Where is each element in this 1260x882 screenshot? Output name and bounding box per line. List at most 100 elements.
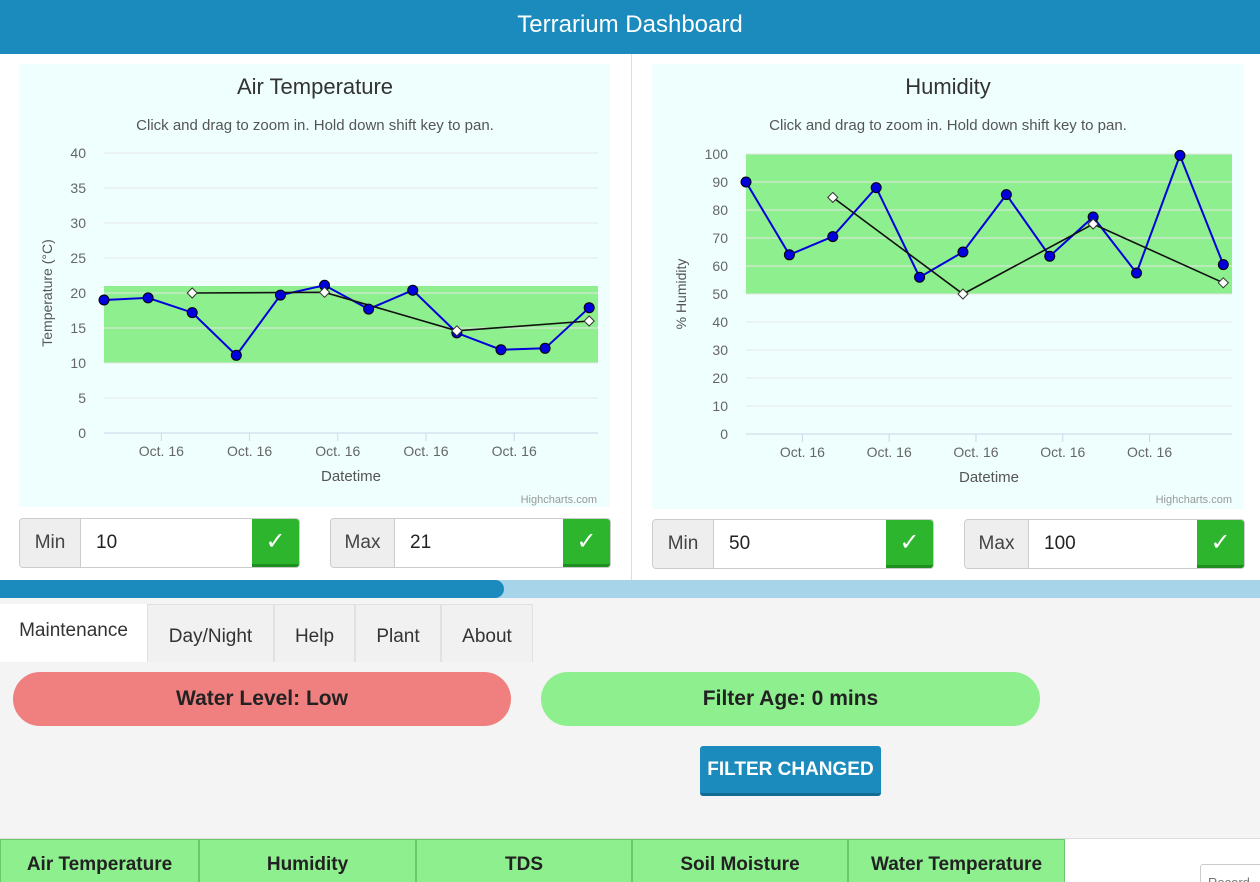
- temperature-y-tick-label: 5: [78, 390, 86, 406]
- temperature-y-tick-label: 35: [70, 180, 86, 196]
- temperature-min-control: Min 10 ✓: [19, 518, 300, 568]
- humidity-y-tick-label: 0: [720, 426, 728, 442]
- humidity-data-point: [957, 246, 969, 258]
- humidity-data-point: [1000, 189, 1012, 201]
- temperature-x-tick-label: Oct. 16: [227, 443, 272, 459]
- sensor-tabs: Air Temperature Humidity TDS Soil Moistu…: [0, 839, 1065, 882]
- humidity-data-point: [1131, 267, 1143, 279]
- progress-bar: [0, 580, 1260, 598]
- temperature-data-point: [230, 349, 242, 361]
- humidity-chart-credits[interactable]: Highcharts.com: [1156, 494, 1232, 506]
- humidity-average-line: [832, 196, 1224, 295]
- temperature-y-tick-label: 0: [78, 425, 86, 441]
- humidity-min-apply-button[interactable]: ✓: [886, 520, 933, 568]
- humidity-chart-svg[interactable]: Humidity Click and drag to zoom in. Hold…: [652, 64, 1244, 509]
- charts-divider: [631, 54, 632, 580]
- humidity-y-tick-label: 20: [712, 370, 728, 386]
- temperature-data-point: [363, 303, 375, 315]
- temperature-chart-subtitle: Click and drag to zoom in. Hold down shi…: [136, 117, 494, 134]
- temperature-x-tick-label: Oct. 16: [139, 443, 184, 459]
- sensor-tab-tds[interactable]: TDS: [416, 839, 632, 882]
- temperature-chart-title: Air Temperature: [237, 74, 393, 99]
- tab-maintenance[interactable]: Maintenance: [0, 604, 147, 662]
- humidity-data-point: [1174, 149, 1186, 161]
- sensor-tab-humidity[interactable]: Humidity: [199, 839, 416, 882]
- sensor-tab-air-temperature[interactable]: Air Temperature: [0, 839, 199, 882]
- humidity-data-point: [1044, 250, 1056, 262]
- temperature-max-control: Max 21 ✓: [330, 518, 611, 568]
- humidity-x-tick-label: Oct. 16: [1127, 444, 1172, 460]
- header-bar: Terrarium Dashboard: [0, 0, 1260, 54]
- temperature-average-point: [318, 286, 331, 299]
- humidity-y-tick-label: 90: [712, 174, 728, 190]
- tab-help[interactable]: Help: [274, 604, 355, 662]
- check-icon: ✓: [576, 528, 597, 555]
- humidity-y-tick-label: 60: [712, 258, 728, 274]
- humidity-chart-subtitle: Click and drag to zoom in. Hold down shi…: [769, 117, 1127, 134]
- humidity-data-point: [914, 271, 926, 283]
- check-icon: ✓: [1210, 529, 1231, 556]
- temperature-min-apply-button[interactable]: ✓: [252, 519, 299, 567]
- check-icon: ✓: [265, 528, 286, 555]
- humidity-max-input[interactable]: 100: [1029, 520, 1197, 568]
- temperature-chart-svg[interactable]: Air Temperature Click and drag to zoom i…: [19, 64, 610, 507]
- filter-age-status: Filter Age: 0 mins: [541, 672, 1040, 726]
- section-separator: [0, 838, 1260, 839]
- temperature-y-tick-label: 25: [70, 250, 86, 266]
- filter-changed-button[interactable]: FILTER CHANGED: [700, 746, 881, 796]
- tab-plant[interactable]: Plant: [355, 604, 441, 662]
- humidity-max-label: Max: [965, 520, 1029, 568]
- humidity-x-tick-label: Oct. 16: [1040, 444, 1085, 460]
- temperature-data-point: [407, 284, 419, 296]
- temperature-max-input[interactable]: 21: [395, 519, 563, 567]
- temperature-chart[interactable]: Air Temperature Click and drag to zoom i…: [19, 64, 610, 507]
- temperature-y-tick-label: 40: [70, 145, 86, 161]
- progress-bar-fill: [0, 580, 504, 598]
- temperature-min-label: Min: [20, 519, 81, 567]
- temperature-average-point: [583, 315, 595, 327]
- temperature-min-input[interactable]: 10: [81, 519, 252, 567]
- humidity-target-band: [746, 154, 1232, 294]
- humidity-max-apply-button[interactable]: ✓: [1197, 520, 1244, 568]
- humidity-average-point: [957, 288, 969, 300]
- temperature-average-point: [451, 325, 463, 337]
- humidity-max-control: Max 100 ✓: [964, 519, 1245, 569]
- humidity-data-point: [870, 182, 882, 194]
- temperature-y-tick-label: 10: [70, 355, 86, 371]
- temperature-y-axis-title: Temperature (°C): [39, 239, 55, 347]
- tab-day-night[interactable]: Day/Night: [147, 604, 274, 662]
- humidity-y-tick-label: 80: [712, 202, 728, 218]
- temperature-chart-credits[interactable]: Highcharts.com: [521, 494, 597, 506]
- check-icon: ✓: [899, 529, 920, 556]
- record-input[interactable]: [1200, 864, 1260, 882]
- main-tabs: Maintenance Day/Night Help Plant About: [0, 604, 533, 662]
- humidity-y-tick-label: 10: [712, 398, 728, 414]
- temperature-average-point: [186, 287, 198, 299]
- humidity-y-tick-label: 50: [712, 286, 728, 302]
- sensor-tab-water-temperature[interactable]: Water Temperature: [848, 839, 1065, 882]
- humidity-data-point: [783, 249, 795, 261]
- humidity-y-axis-title: % Humidity: [673, 259, 689, 330]
- tab-about[interactable]: About: [441, 604, 533, 662]
- sensor-tab-soil-moisture[interactable]: Soil Moisture: [632, 839, 848, 882]
- humidity-data-point: [827, 231, 839, 243]
- temperature-data-point: [186, 307, 198, 319]
- temperature-y-tick-label: 20: [70, 285, 86, 301]
- temperature-x-axis-title: Datetime: [321, 468, 381, 485]
- temperature-data-point: [583, 302, 595, 314]
- temperature-max-label: Max: [331, 519, 395, 567]
- humidity-min-input[interactable]: 50: [714, 520, 886, 568]
- humidity-y-tick-label: 40: [712, 314, 728, 330]
- humidity-chart-title: Humidity: [905, 74, 991, 99]
- temperature-y-tick-label: 30: [70, 215, 86, 231]
- temperature-x-tick-label: Oct. 16: [315, 443, 360, 459]
- humidity-x-tick-label: Oct. 16: [953, 444, 998, 460]
- humidity-chart[interactable]: Humidity Click and drag to zoom in. Hold…: [652, 64, 1244, 509]
- temperature-max-apply-button[interactable]: ✓: [563, 519, 610, 567]
- temperature-data-point: [142, 292, 154, 304]
- temperature-x-tick-label: Oct. 16: [403, 443, 448, 459]
- page-title: Terrarium Dashboard: [517, 11, 743, 38]
- temperature-x-tick-label: Oct. 16: [492, 443, 537, 459]
- humidity-x-tick-label: Oct. 16: [780, 444, 825, 460]
- humidity-x-tick-label: Oct. 16: [867, 444, 912, 460]
